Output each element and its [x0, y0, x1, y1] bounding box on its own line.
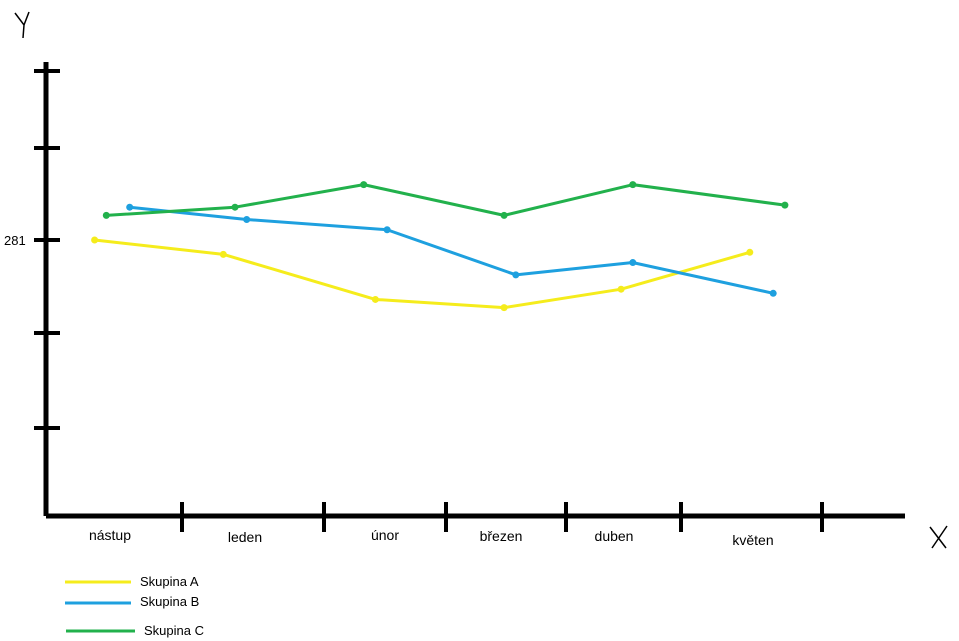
series-2-point-6	[769, 289, 777, 297]
series-1-point-6	[746, 248, 754, 256]
legend-label-1: Skupina A	[140, 574, 199, 589]
axes: YX281nástupledenúnorbřezendubenkvěten	[4, 11, 948, 549]
series-line-2	[129, 205, 774, 295]
series-2-point-5	[629, 259, 637, 267]
legend-label-2: Skupina B	[140, 594, 199, 609]
series-3-point-6	[781, 201, 789, 209]
series-1-point-3	[371, 295, 379, 303]
series-3-point-3	[360, 181, 368, 189]
series-1-point-5	[617, 285, 625, 293]
legend-label-3: Skupina C	[144, 623, 204, 638]
series-line-3	[106, 183, 786, 217]
x-tick-label-6: květen	[732, 532, 773, 548]
y-axis-label-glyph	[14, 11, 30, 39]
series-1-point-4	[500, 304, 508, 312]
series-3-point-1	[102, 211, 110, 219]
y-tick-label-281: 281	[4, 233, 26, 248]
x-axis-label-glyph	[929, 525, 948, 549]
x-tick-label-4: březen	[480, 528, 523, 544]
series-2-point-3	[383, 226, 391, 234]
series-layer	[91, 181, 789, 312]
series-3-point-2	[231, 203, 239, 211]
x-tick-label-2: leden	[228, 529, 262, 545]
series-2-point-2	[243, 216, 251, 223]
x-tick-label-5: duben	[595, 528, 634, 544]
x-tick-label-1: nástup	[89, 527, 131, 543]
series-1-point-2	[219, 250, 227, 258]
series-3-point-5	[629, 181, 637, 189]
legend: Skupina A Skupina B Skupina C	[65, 574, 204, 638]
series-2-point-1	[126, 203, 134, 211]
series-1-point-1	[91, 236, 99, 244]
series-2-point-4	[512, 271, 520, 279]
series-line-1	[94, 238, 751, 310]
x-tick-label-3: únor	[371, 527, 399, 543]
series-3-point-4	[500, 211, 508, 219]
